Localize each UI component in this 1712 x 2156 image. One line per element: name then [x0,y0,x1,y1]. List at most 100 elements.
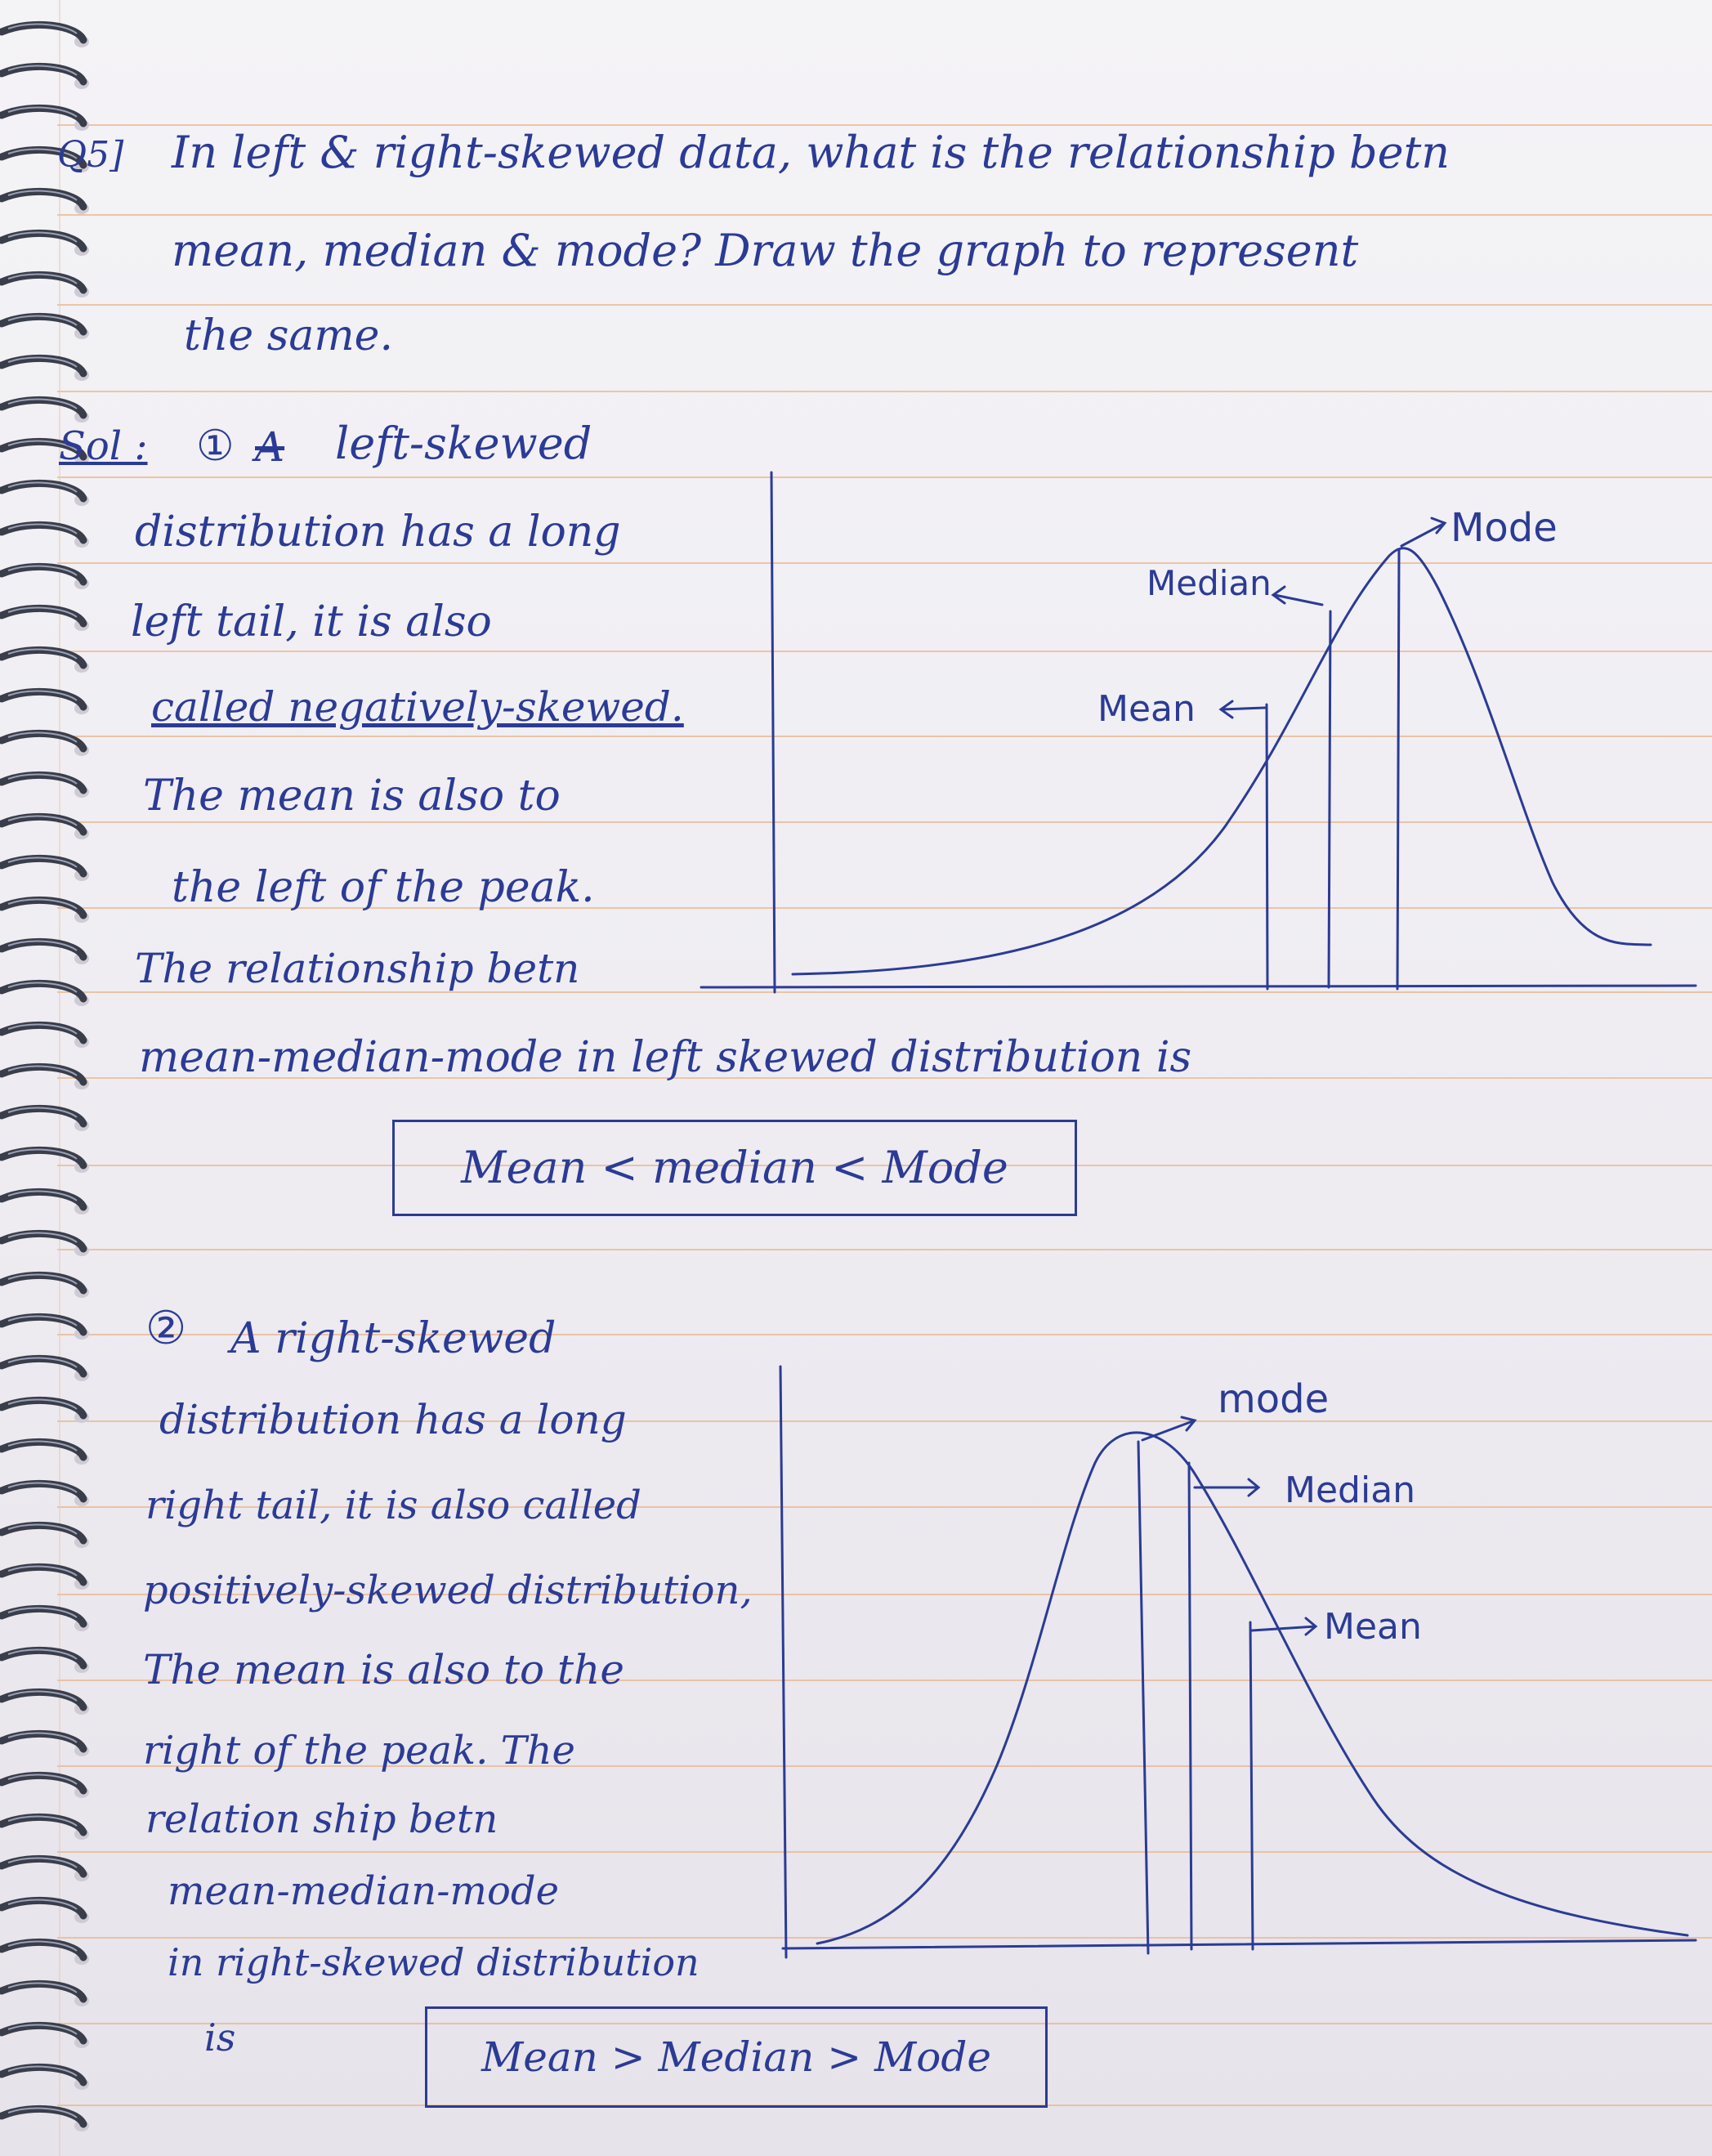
binding-ring-highlight [7,1315,78,1326]
ruled-line [57,476,1712,478]
graph2-mode-label: mode [1218,1376,1329,1422]
part2-line: mean-median-mode [168,1868,559,1914]
binding-ring-highlight [7,898,78,910]
ruled-line [57,1334,1712,1335]
binding-ring-highlight [7,190,78,201]
binding-ring-highlight [7,648,78,660]
binding-ring-highlight [7,773,78,785]
ruled-line [57,1937,1712,1939]
binding-ring-highlight [7,857,78,868]
part1-line: left tail, it is also [131,597,492,646]
binding-ring-highlight [7,1148,78,1160]
binding-ring-highlight [7,690,78,701]
binding-ring-highlight [7,1690,78,1702]
binding-ring-highlight [7,1899,78,1910]
part2-line: The mean is also to the [143,1646,624,1693]
binding-ring-highlight [7,1440,78,1451]
graph2-mean-line [1249,1621,1254,1951]
binding-ring-highlight [7,23,78,34]
part1-line: The mean is also to [143,772,561,821]
part2-marker: ② [145,1302,187,1355]
ruled-line [57,821,1712,823]
binding-ring-highlight [7,1732,78,1743]
graph1-mean-arrow [1218,700,1267,719]
graph2-median-arrow [1193,1478,1261,1497]
graph2-mode-arrow [1141,1416,1197,1442]
binding-ring-highlight [7,1648,78,1660]
graph1-mean-label: Mean [1097,688,1196,730]
binding-ring-highlight [7,1065,78,1076]
part1-relationship: Mean < median < Mode [461,1142,1008,1193]
binding-ring-highlight [7,523,78,535]
binding-ring-highlight [7,1107,78,1118]
ruled-line [57,1765,1712,1767]
binding-ring-highlight [7,1940,78,1952]
binding-ring-highlight [7,315,78,326]
part2-line: right of the peak. The [143,1728,575,1774]
ruled-line [57,1506,1712,1508]
ruled-line [57,1851,1712,1853]
binding-ring-highlight [7,440,78,451]
binding-ring-highlight [7,2065,78,2077]
question-line-3: the same. [184,311,393,360]
binding-ring-highlight [7,106,78,118]
binding-ring-highlight [7,231,78,243]
binding-ring-highlight [7,565,78,576]
binding-ring-highlight [7,1774,78,1785]
graph1-median-label: Median [1147,563,1272,603]
part1-line: left-skewed [335,418,592,469]
graph2-mode-line [1137,1440,1150,1955]
graph2-curve [816,1431,1689,1945]
binding-ring-highlight [7,2107,78,2118]
binding-ring-highlight [7,1815,78,1827]
ruled-line [57,391,1712,392]
graph1-mode-arrow [1400,517,1447,548]
binding-ring-highlight [7,148,78,159]
graph2-median-label: Median [1285,1469,1415,1511]
part1-line: distribution has a long [135,508,621,557]
binding-ring-highlight [7,731,78,743]
ruled-line [57,214,1712,216]
ruled-line [57,304,1712,306]
graph1-median-arrow [1271,585,1324,606]
part1-line: mean-median-mode in left skewed distribu… [139,1033,1192,1082]
graph1-curve [791,547,1652,976]
ruled-line [57,991,1712,993]
graph1-median-line [1327,610,1332,989]
ruled-line [57,907,1712,909]
binding-ring-highlight [7,1357,78,1368]
ruled-line [57,1594,1712,1595]
part1-relationship-box: Mean < median < Mode [392,1120,1077,1216]
binding-ring-highlight [7,940,78,951]
part2-line: relation ship betn [145,1796,498,1842]
part1-marker: ① [196,422,235,471]
binding-ring-highlight [7,398,78,409]
binding-ring-highlight [7,1482,78,1493]
binding-ring-highlight [7,1982,78,1993]
binding-ring-highlight [7,1190,78,1201]
ruled-line [57,562,1712,564]
binding-ring-highlight [7,1857,78,1868]
part2-line: A right-skewed [230,1314,557,1363]
part1-struck-word: A [255,423,285,471]
graph2-y-axis [779,1365,788,1959]
graph2-mean-arrow [1250,1617,1318,1636]
ruled-line [57,2023,1712,2024]
graph1-mode-label: Mode [1451,505,1558,551]
part2-relationship: Mean > Median > Mode [481,2033,991,2081]
question-line-1: In left & right-skewed data, what is the… [172,127,1451,178]
part2-line: positively-skewed distribution, [143,1568,753,1613]
binding-ring-highlight [7,982,78,993]
ruled-line [57,1077,1712,1079]
binding-ring-highlight [7,1023,78,1035]
graph2-x-axis [781,1939,1697,1950]
binding-ring-highlight [7,356,78,368]
part1-line: called negatively-skewed. [151,683,684,731]
ruled-line [57,1249,1712,1250]
binding-ring-highlight [7,65,78,76]
graph2-median-line [1187,1461,1193,1951]
ruled-line [57,736,1712,737]
binding-ring-highlight [7,1607,78,1618]
